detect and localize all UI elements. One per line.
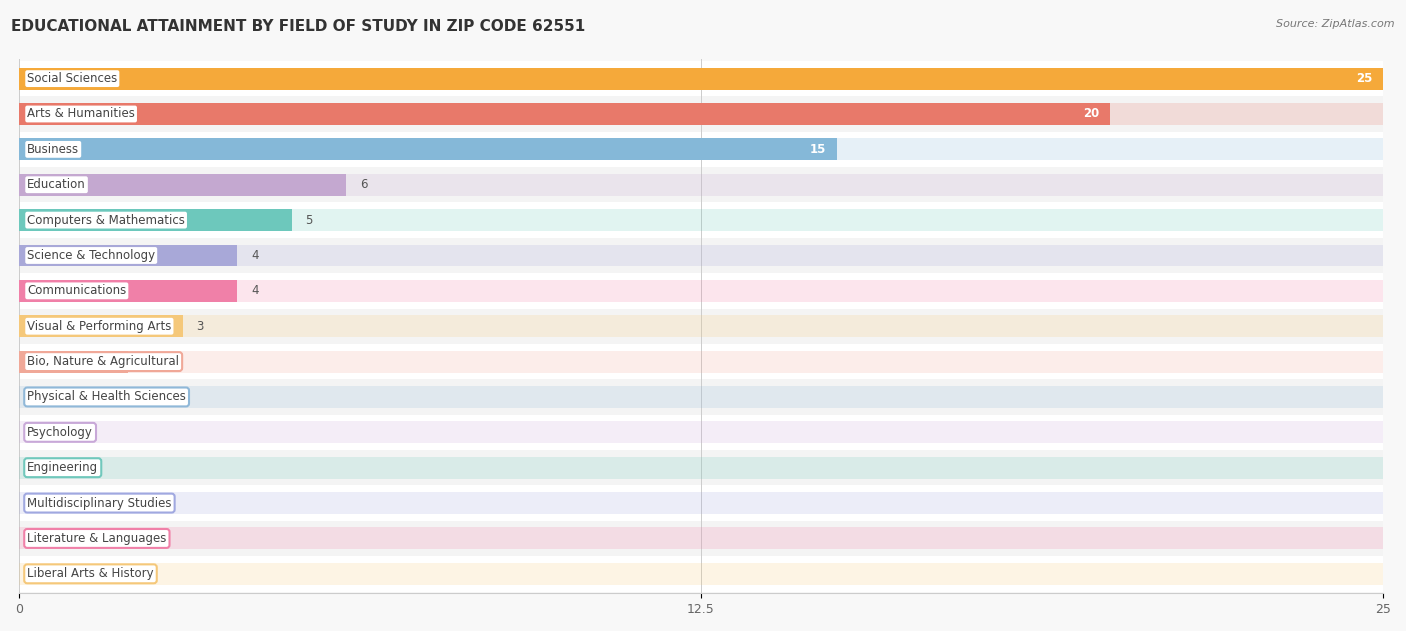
Text: Visual & Performing Arts: Visual & Performing Arts [27, 320, 172, 333]
Text: Communications: Communications [27, 285, 127, 297]
Bar [20, 97, 1384, 132]
Text: 3: 3 [197, 320, 204, 333]
Bar [20, 351, 1384, 372]
Text: 25: 25 [1355, 72, 1372, 85]
Bar [20, 273, 1384, 309]
Bar [20, 61, 1384, 97]
Bar [20, 174, 346, 196]
Bar [20, 528, 1384, 550]
Text: Liberal Arts & History: Liberal Arts & History [27, 567, 153, 581]
Text: Computers & Mathematics: Computers & Mathematics [27, 214, 186, 227]
Bar [20, 103, 1384, 125]
Bar [20, 209, 1384, 231]
Bar [20, 351, 128, 372]
Text: 0: 0 [32, 567, 39, 581]
Bar [20, 379, 1384, 415]
Text: Social Sciences: Social Sciences [27, 72, 118, 85]
Bar [20, 316, 1384, 337]
Text: 4: 4 [250, 285, 259, 297]
Bar [20, 167, 1384, 203]
Bar [20, 316, 183, 337]
Text: Psychology: Psychology [27, 426, 93, 439]
Text: 15: 15 [810, 143, 827, 156]
Text: 0: 0 [32, 497, 39, 510]
Bar [20, 556, 1384, 591]
Bar [20, 485, 1384, 521]
Text: 0: 0 [32, 391, 39, 403]
Bar [20, 132, 1384, 167]
Bar [20, 245, 1384, 266]
Bar [20, 209, 292, 231]
Bar [20, 563, 1384, 585]
Bar [20, 415, 1384, 450]
Bar [20, 344, 1384, 379]
Text: 6: 6 [360, 178, 367, 191]
Bar [20, 68, 1384, 90]
Bar [20, 309, 1384, 344]
Bar [20, 245, 238, 266]
Text: 20: 20 [1083, 107, 1099, 121]
Text: Science & Technology: Science & Technology [27, 249, 155, 262]
Bar [20, 280, 238, 302]
Text: 4: 4 [250, 249, 259, 262]
Bar [20, 68, 1384, 90]
Text: Engineering: Engineering [27, 461, 98, 475]
Bar [20, 422, 1384, 444]
Text: Physical & Health Sciences: Physical & Health Sciences [27, 391, 186, 403]
Text: 0: 0 [32, 461, 39, 475]
Text: Bio, Nature & Agricultural: Bio, Nature & Agricultural [27, 355, 179, 368]
Text: Source: ZipAtlas.com: Source: ZipAtlas.com [1277, 19, 1395, 29]
Bar [20, 174, 1384, 196]
Bar [20, 138, 1384, 160]
Bar [20, 203, 1384, 238]
Bar [20, 492, 1384, 514]
Text: 2: 2 [142, 355, 149, 368]
Bar [20, 280, 1384, 302]
Bar [20, 238, 1384, 273]
Text: 5: 5 [305, 214, 312, 227]
Bar [20, 103, 1111, 125]
Text: Business: Business [27, 143, 79, 156]
Text: Literature & Languages: Literature & Languages [27, 532, 166, 545]
Bar [20, 457, 1384, 479]
Bar [20, 521, 1384, 556]
Text: EDUCATIONAL ATTAINMENT BY FIELD OF STUDY IN ZIP CODE 62551: EDUCATIONAL ATTAINMENT BY FIELD OF STUDY… [11, 19, 585, 34]
Bar [20, 138, 838, 160]
Text: Multidisciplinary Studies: Multidisciplinary Studies [27, 497, 172, 510]
Text: 0: 0 [32, 426, 39, 439]
Text: 0: 0 [32, 532, 39, 545]
Bar [20, 450, 1384, 485]
Bar [20, 386, 1384, 408]
Text: Education: Education [27, 178, 86, 191]
Text: Arts & Humanities: Arts & Humanities [27, 107, 135, 121]
